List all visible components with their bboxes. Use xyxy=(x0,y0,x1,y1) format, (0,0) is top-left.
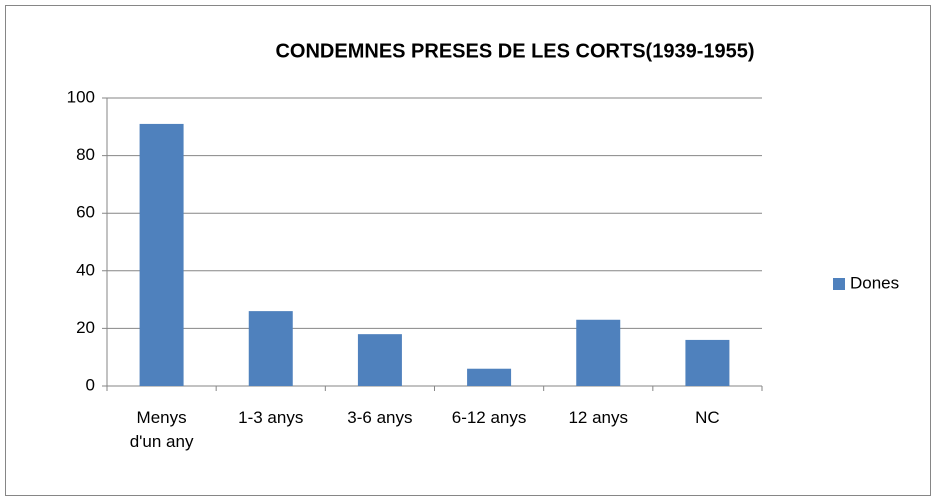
legend-swatch xyxy=(833,278,845,290)
y-tick-label: 0 xyxy=(86,375,95,394)
y-tick-label: 100 xyxy=(67,87,95,106)
y-tick-label: 40 xyxy=(76,260,95,279)
chart-title: CONDEMNES PRESES DE LES CORTS(1939-1955) xyxy=(275,40,754,62)
x-tick-label: 6-12 anys xyxy=(451,408,527,427)
x-tick-label: 12 anys xyxy=(568,408,629,427)
bar xyxy=(357,334,402,386)
bar xyxy=(248,311,293,386)
bar xyxy=(576,319,621,386)
bar xyxy=(685,339,730,386)
legend-label: Dones xyxy=(850,273,899,292)
bar xyxy=(467,368,512,386)
x-tick-label: NC xyxy=(695,408,720,427)
y-tick-label: 20 xyxy=(76,318,95,337)
y-tick-label: 60 xyxy=(76,203,95,222)
x-tick-label: Menys d'un any xyxy=(129,408,194,451)
x-tick-label: 1-3 anys xyxy=(238,408,304,427)
y-tick-label: 80 xyxy=(76,145,95,164)
bar xyxy=(139,123,184,387)
x-tick-label: 3-6 anys xyxy=(347,408,413,427)
